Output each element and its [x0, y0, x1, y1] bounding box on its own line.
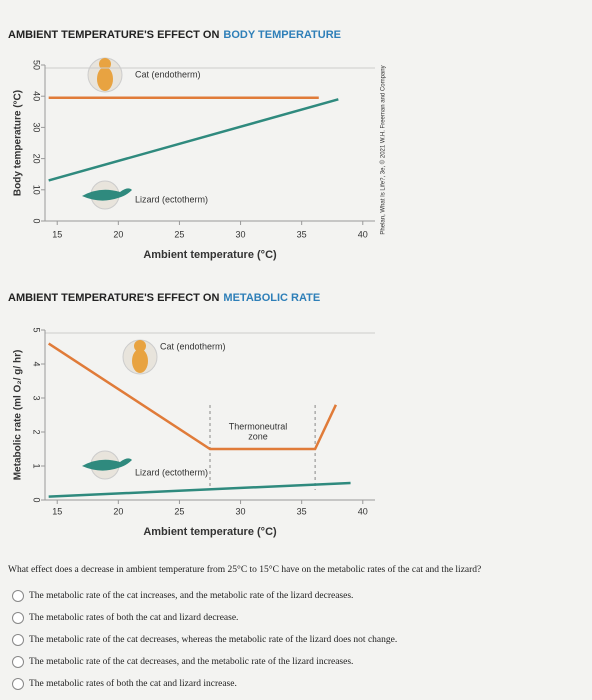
x-tick-label: 30 [236, 506, 246, 516]
answer-option[interactable]: The metabolic rate of the cat decreases,… [12, 656, 353, 668]
y-tick-label: 5 [32, 327, 42, 332]
x-axis-label: Ambient temperature (°C) [143, 526, 277, 538]
x-tick-label: 35 [297, 506, 307, 516]
lizard-icon [82, 450, 132, 480]
series-label: Lizard (ectotherm) [135, 467, 208, 477]
y-tick-label: 2 [32, 429, 42, 434]
data-line [47, 342, 338, 451]
radio-button[interactable] [12, 590, 24, 602]
x-tick-label: 25 [174, 506, 184, 516]
title-part: METABOLIC RATE [223, 292, 320, 304]
answer-option[interactable]: The metabolic rates of both the cat and … [12, 678, 237, 690]
x-tick-label: 40 [358, 229, 368, 239]
y-tick-label: 3 [32, 395, 42, 400]
y-tick-label: 0 [32, 218, 42, 223]
radio-button[interactable] [12, 678, 24, 690]
chart-title: AMBIENT TEMPERATURE'S EFFECT ON METABOLIC… [8, 292, 320, 304]
option-text: The metabolic rates of both the cat and … [29, 679, 237, 689]
title-part: AMBIENT TEMPERATURE'S EFFECT ON [8, 292, 219, 304]
x-tick-label: 25 [174, 229, 184, 239]
y-tick-label: 4 [32, 361, 42, 366]
annotation: Thermoneutral [229, 421, 288, 431]
y-tick-label: 50 [32, 60, 42, 70]
y-tick-label: 0 [32, 497, 42, 502]
y-tick-label: 1 [32, 463, 42, 468]
y-tick-label: 10 [32, 185, 42, 195]
title-part: AMBIENT TEMPERATURE'S EFFECT ON [8, 29, 219, 41]
x-tick-label: 35 [297, 229, 307, 239]
series-label: Cat (endotherm) [160, 341, 226, 351]
answer-option[interactable]: The metabolic rate of the cat increases,… [12, 590, 353, 602]
copyright: Phelan, What Is Life?, 3e, © 2021 W.H. F… [380, 65, 387, 234]
charts: Phelan, What Is Life?, 3e, © 2021 W.H. F… [8, 29, 387, 538]
question: What effect does a decrease in ambient t… [8, 565, 482, 575]
y-tick-label: 30 [32, 122, 42, 132]
radio-button[interactable] [12, 634, 24, 646]
y-tick-label: 20 [32, 154, 42, 164]
answer-option[interactable]: The metabolic rates of both the cat and … [12, 612, 238, 624]
option-text: The metabolic rate of the cat increases,… [29, 591, 354, 601]
series-label: Cat (endotherm) [135, 69, 201, 79]
data-line [48, 98, 339, 182]
option-text: The metabolic rate of the cat decreases,… [29, 635, 398, 645]
option-text: The metabolic rate of the cat decreases,… [29, 657, 354, 667]
radio-button[interactable] [12, 612, 24, 624]
cat-icon [122, 339, 158, 375]
answer-option[interactable]: The metabolic rate of the cat decreases,… [12, 634, 397, 646]
x-tick-label: 40 [358, 506, 368, 516]
option-text: The metabolic rates of both the cat and … [29, 613, 239, 623]
radio-button[interactable] [12, 656, 24, 668]
x-axis-label: Ambient temperature (°C) [143, 249, 277, 261]
y-axis-label: Body temperature (°C) [13, 90, 24, 196]
x-tick-label: 20 [113, 229, 123, 239]
x-tick-label: 15 [52, 506, 62, 516]
annotation: zone [248, 431, 268, 441]
series-label: Lizard (ectotherm) [135, 194, 208, 204]
lizard-icon [82, 180, 132, 210]
y-tick-label: 40 [32, 91, 42, 101]
data-line [48, 481, 351, 498]
x-tick-label: 20 [113, 506, 123, 516]
x-tick-label: 30 [236, 229, 246, 239]
chart-title: AMBIENT TEMPERATURE'S EFFECT ON BODY TEMP… [8, 29, 341, 41]
y-axis-label: Metabolic rate (ml O₂/ g/ hr) [13, 350, 24, 481]
title-part: BODY TEMPERATURE [223, 29, 341, 41]
x-tick-label: 15 [52, 229, 62, 239]
cat-icon [87, 57, 123, 93]
